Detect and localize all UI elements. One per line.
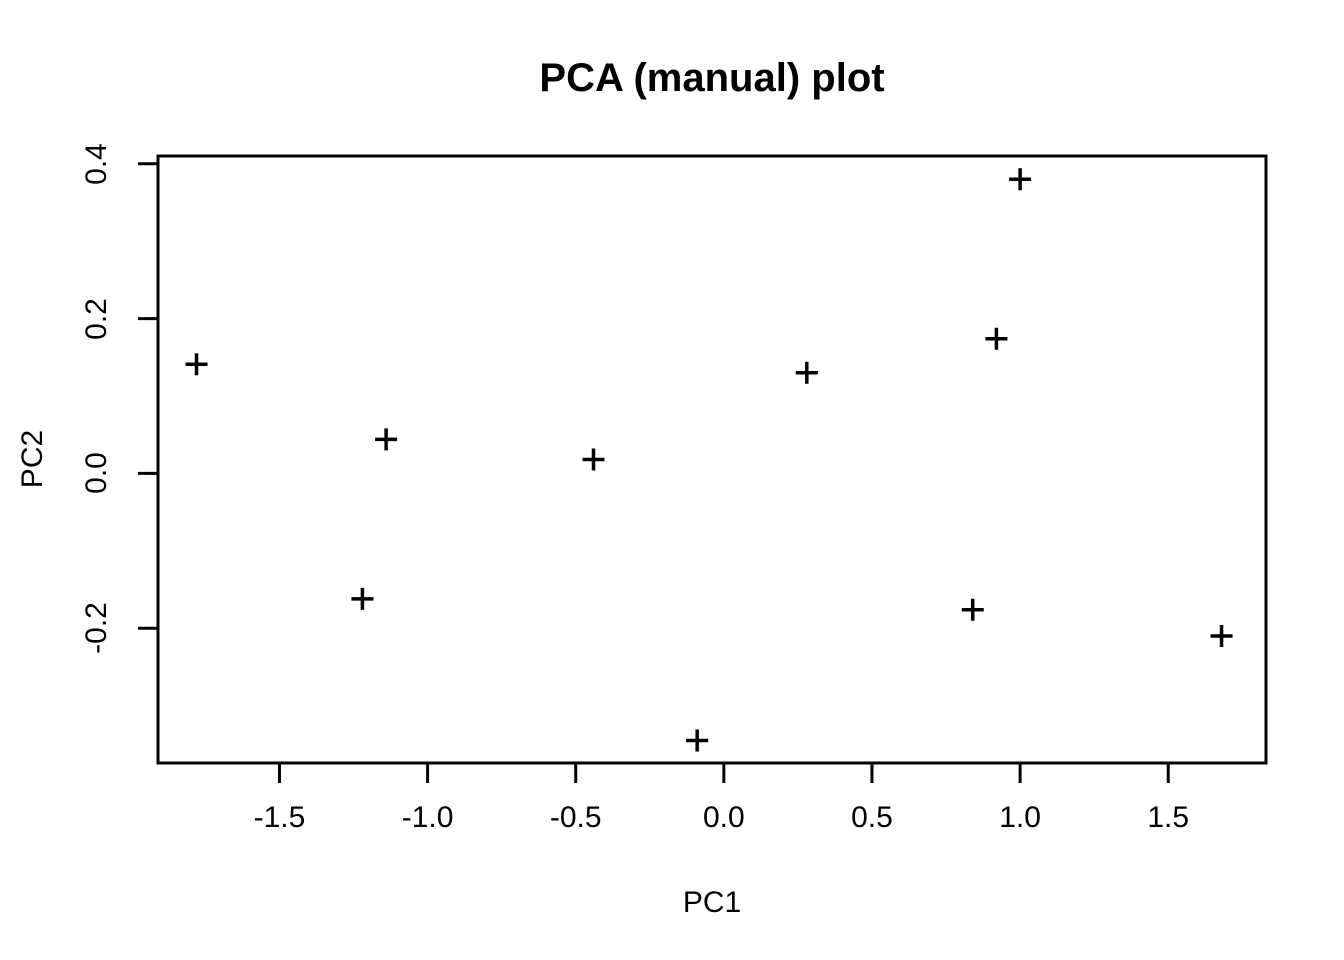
y-tick-label: 0.0 (80, 452, 113, 495)
chart-title: PCA (manual) plot (539, 56, 885, 100)
data-point-marker (961, 598, 984, 621)
data-point-marker (686, 729, 709, 752)
x-tick-label: 1.5 (1147, 801, 1190, 834)
data-point-marker (582, 448, 605, 471)
x-axis-label: PC1 (682, 886, 742, 919)
x-tick-label: 0.0 (702, 801, 745, 834)
y-tick-label: 0.2 (80, 297, 113, 340)
y-tick-label: 0.4 (80, 142, 113, 185)
x-tick-label: 1.0 (999, 801, 1041, 834)
data-point-marker (985, 327, 1008, 350)
data-point-marker (1009, 168, 1032, 191)
plot-border (156, 154, 1268, 765)
x-tick-label: 0.5 (851, 801, 893, 834)
x-tick-label: -1.0 (401, 801, 454, 834)
y-tick-label: -0.2 (80, 602, 113, 655)
data-point-marker (351, 587, 374, 610)
data-point-marker (375, 428, 398, 451)
data-point-marker (1210, 625, 1233, 648)
x-tick-label: -0.5 (549, 801, 602, 834)
x-tick-label: -1.5 (253, 801, 306, 834)
data-point-marker (185, 353, 208, 376)
data-point-marker (795, 361, 818, 384)
